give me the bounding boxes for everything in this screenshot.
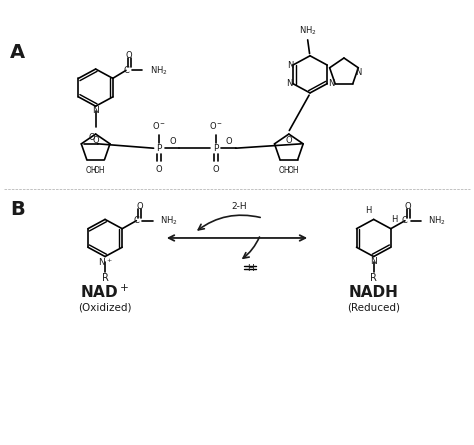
Text: 2-H: 2-H bbox=[231, 202, 247, 210]
Text: N: N bbox=[328, 79, 335, 88]
Text: NH$_2$: NH$_2$ bbox=[160, 214, 177, 227]
Text: O: O bbox=[226, 137, 232, 146]
Text: O: O bbox=[212, 165, 219, 174]
Text: OH: OH bbox=[279, 166, 291, 175]
Text: O: O bbox=[156, 165, 163, 174]
Text: H: H bbox=[247, 263, 254, 273]
Text: NH$_2$: NH$_2$ bbox=[428, 214, 446, 227]
Text: P: P bbox=[156, 144, 162, 153]
Text: O: O bbox=[89, 133, 95, 142]
Text: B: B bbox=[10, 200, 25, 219]
Text: (Reduced): (Reduced) bbox=[347, 303, 400, 313]
Text: OH: OH bbox=[94, 166, 106, 175]
Text: N$^+$: N$^+$ bbox=[98, 257, 112, 268]
Text: H: H bbox=[365, 206, 371, 215]
Text: O: O bbox=[286, 136, 292, 145]
Text: N: N bbox=[287, 61, 293, 69]
Text: O: O bbox=[169, 137, 176, 146]
Text: O: O bbox=[126, 51, 133, 60]
Text: O$^-$: O$^-$ bbox=[209, 121, 223, 131]
Text: NAD$^+$: NAD$^+$ bbox=[81, 284, 130, 301]
Text: O: O bbox=[93, 136, 100, 145]
Text: P: P bbox=[213, 144, 219, 153]
Text: R: R bbox=[101, 273, 109, 283]
Text: N: N bbox=[92, 106, 99, 115]
Text: H: H bbox=[392, 215, 398, 224]
Text: O: O bbox=[137, 202, 143, 210]
Text: (Oxidized): (Oxidized) bbox=[78, 303, 132, 313]
Text: OH: OH bbox=[86, 166, 97, 175]
Text: NADH: NADH bbox=[349, 285, 399, 300]
Text: O: O bbox=[405, 202, 411, 210]
Text: A: A bbox=[10, 43, 26, 62]
Text: O$^-$: O$^-$ bbox=[152, 121, 166, 131]
Text: NH$_2$: NH$_2$ bbox=[149, 64, 167, 77]
Text: OH: OH bbox=[287, 166, 299, 175]
Text: N: N bbox=[355, 68, 362, 77]
Text: NH$_2$: NH$_2$ bbox=[299, 24, 317, 37]
Text: N: N bbox=[370, 257, 377, 266]
Text: C: C bbox=[402, 216, 408, 225]
Text: R: R bbox=[370, 273, 377, 283]
Text: C: C bbox=[133, 216, 139, 225]
Text: C: C bbox=[123, 66, 129, 75]
Text: N: N bbox=[286, 79, 292, 88]
